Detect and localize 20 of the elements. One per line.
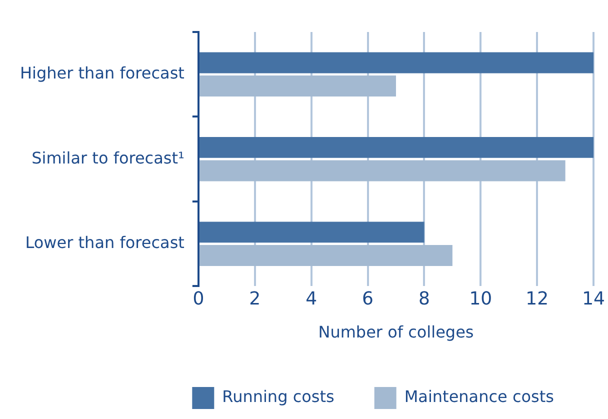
x-tick-label: 8 (418, 288, 430, 310)
bar (199, 222, 424, 243)
bar (199, 76, 396, 97)
x-tick-label: 4 (306, 288, 318, 310)
bar (199, 136, 594, 158)
bar (199, 52, 594, 74)
y-tick-label: Higher than forecast (20, 64, 184, 83)
y-tick-label: Lower than forecast (25, 232, 184, 252)
legend-label: Running costs (222, 387, 334, 406)
bar (199, 245, 452, 266)
x-tick-label: 12 (526, 288, 549, 310)
bar (199, 160, 566, 182)
x-tick-label: 2 (249, 288, 261, 310)
x-axis-title: Number of colleges (318, 322, 474, 342)
x-tick-label: 10 (469, 288, 492, 310)
legend-label: Maintenance costs (404, 387, 554, 406)
x-tick-label: 0 (192, 288, 204, 310)
x-tick-label: 14 (582, 288, 605, 310)
x-tick-label: 6 (362, 288, 374, 310)
y-tick-label: Similar to forecast¹ (32, 148, 184, 168)
